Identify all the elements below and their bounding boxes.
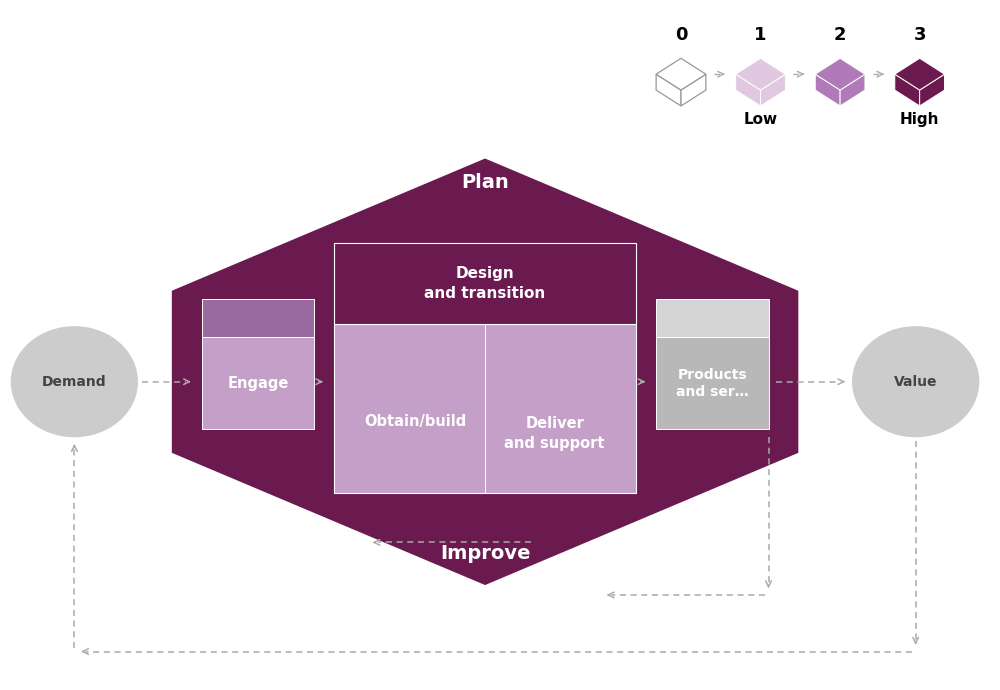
Polygon shape — [172, 159, 798, 585]
Polygon shape — [656, 75, 681, 106]
Text: 3: 3 — [913, 26, 926, 43]
Polygon shape — [895, 75, 920, 106]
Polygon shape — [202, 337, 314, 429]
Text: Design
and transition: Design and transition — [424, 266, 546, 301]
Text: Deliver
and support: Deliver and support — [504, 416, 605, 451]
Polygon shape — [656, 337, 769, 429]
Polygon shape — [815, 59, 865, 90]
Polygon shape — [736, 75, 761, 106]
Text: Improve: Improve — [440, 544, 530, 563]
Polygon shape — [656, 299, 769, 337]
Polygon shape — [334, 324, 636, 493]
Text: Obtain/build: Obtain/build — [364, 415, 467, 429]
Ellipse shape — [852, 326, 979, 437]
Polygon shape — [681, 75, 706, 106]
Text: High: High — [900, 112, 939, 128]
Text: Products
and ser…: Products and ser… — [676, 368, 749, 399]
Text: Value: Value — [894, 375, 937, 388]
Polygon shape — [920, 75, 945, 106]
Polygon shape — [840, 75, 865, 106]
Polygon shape — [736, 59, 785, 90]
Polygon shape — [656, 59, 706, 90]
Ellipse shape — [11, 326, 138, 437]
Polygon shape — [202, 299, 314, 337]
Text: Plan: Plan — [461, 172, 509, 192]
Text: 0: 0 — [675, 26, 687, 43]
Text: Demand: Demand — [42, 375, 107, 388]
Polygon shape — [334, 243, 636, 324]
Text: 2: 2 — [834, 26, 846, 43]
Text: Engage: Engage — [227, 375, 289, 391]
Polygon shape — [815, 75, 840, 106]
Text: 1: 1 — [754, 26, 767, 43]
Polygon shape — [895, 59, 945, 90]
Text: Low: Low — [743, 112, 778, 128]
Polygon shape — [761, 75, 785, 106]
